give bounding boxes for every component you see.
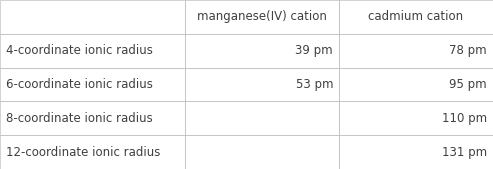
Bar (0, 34, 185, 68)
Text: manganese(IV) cation: manganese(IV) cation (197, 10, 327, 23)
Text: 131 pm: 131 pm (442, 146, 487, 159)
Bar (185, 0, 339, 34)
Text: 78 pm: 78 pm (450, 44, 487, 57)
Bar (339, 0, 493, 34)
Text: 110 pm: 110 pm (442, 112, 487, 125)
Text: cadmium cation: cadmium cation (368, 10, 463, 23)
Bar (339, 34, 493, 68)
Text: 4-coordinate ionic radius: 4-coordinate ionic radius (6, 44, 153, 57)
Bar (185, 101, 339, 135)
Bar (339, 101, 493, 135)
Bar (0, 135, 185, 169)
Text: 95 pm: 95 pm (450, 78, 487, 91)
Text: 12-coordinate ionic radius: 12-coordinate ionic radius (6, 146, 160, 159)
Bar (339, 135, 493, 169)
Text: 39 pm: 39 pm (295, 44, 333, 57)
Text: 53 pm: 53 pm (295, 78, 333, 91)
Text: 8-coordinate ionic radius: 8-coordinate ionic radius (6, 112, 153, 125)
Bar (0, 0, 185, 34)
Bar (185, 34, 339, 68)
Bar (185, 135, 339, 169)
Bar (0, 68, 185, 101)
Bar (185, 68, 339, 101)
Bar (0, 101, 185, 135)
Bar (339, 68, 493, 101)
Text: 6-coordinate ionic radius: 6-coordinate ionic radius (6, 78, 153, 91)
